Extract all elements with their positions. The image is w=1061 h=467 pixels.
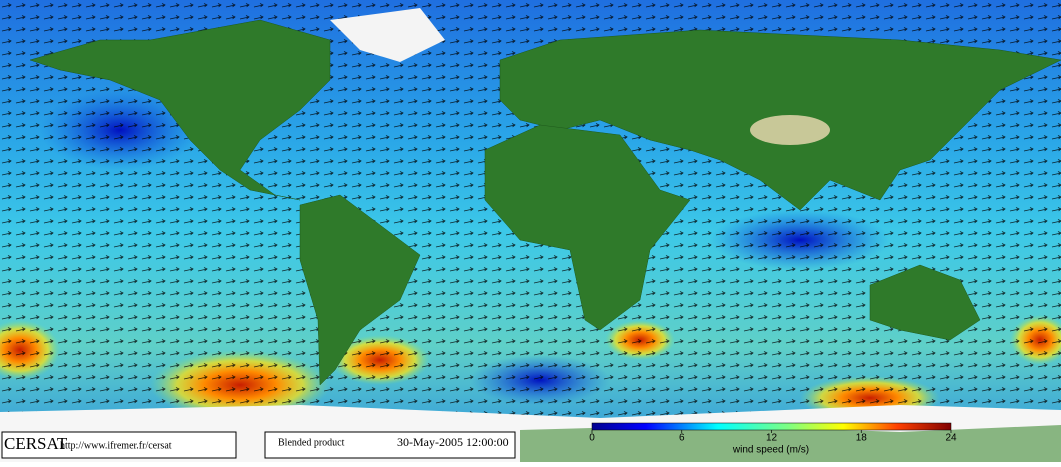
- date: 30-May-2005 12:00:00: [397, 435, 509, 449]
- colorbar-tick-label: 6: [679, 433, 685, 444]
- product: Blended product: [278, 437, 345, 448]
- plateau: [750, 115, 830, 145]
- url: http://www.ifremer.fr/cersat: [60, 440, 172, 451]
- antarctica-relief: [520, 425, 1061, 462]
- brand: CERSAT: [4, 434, 68, 453]
- colorbar: [591, 422, 952, 431]
- credit-box: [1, 431, 237, 459]
- colorbar-tick-label: 24: [945, 433, 957, 444]
- australia: [869, 264, 981, 341]
- colorbar-tick-label: 12: [766, 433, 778, 444]
- colorbar-tick-label: 0: [589, 433, 595, 444]
- product-box: [264, 431, 516, 459]
- colorbar-label: wind speed (m/s): [732, 445, 809, 456]
- greenland: [330, 8, 445, 62]
- north-america: [29, 19, 331, 201]
- africa: [484, 124, 691, 331]
- south-america: [299, 194, 421, 386]
- colorbar-tick-label: 18: [856, 433, 868, 444]
